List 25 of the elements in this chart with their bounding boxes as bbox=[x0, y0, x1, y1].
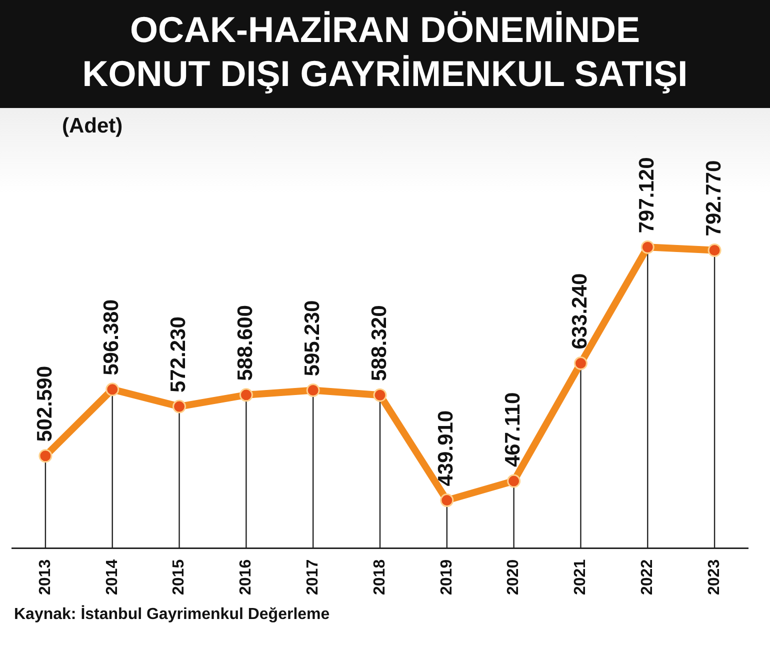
x-tick-label: 2016 bbox=[238, 559, 255, 595]
x-tick-label: 2013 bbox=[36, 559, 54, 595]
x-tick-label: 2014 bbox=[104, 559, 121, 595]
data-label: 572.230 bbox=[167, 316, 190, 393]
data-label: 797.120 bbox=[635, 157, 658, 234]
text: (Adet) bbox=[62, 114, 123, 138]
x-tick-label: 2023 bbox=[706, 559, 723, 595]
text: Kaynak: İstanbul Gayrimenkul Değerleme bbox=[13, 606, 331, 624]
x-tick-label: 2017 bbox=[304, 559, 322, 595]
x-tick-label: 2019 bbox=[438, 559, 456, 595]
data-label: 633.240 bbox=[568, 273, 592, 350]
data-label: 467.110 bbox=[502, 392, 525, 468]
data-label: 502.590 bbox=[33, 366, 56, 442]
data-label: 439.910 bbox=[434, 410, 458, 486]
x-tick-label: 2021 bbox=[572, 559, 590, 595]
chart-title: OCAK-HAZİRAN DÖNEMİNDE KONUT DIŞI GAYRİMENKUL SATIŞI bbox=[0, 0, 770, 108]
data-label: 588.600 bbox=[234, 305, 257, 381]
data-label: 792.770 bbox=[702, 160, 726, 236]
data-label: 596.380 bbox=[100, 299, 124, 376]
data-label: 588.320 bbox=[368, 305, 391, 382]
x-tick-label: 2018 bbox=[371, 559, 388, 595]
x-tick-label: 2020 bbox=[505, 559, 522, 595]
data-label: 595.230 bbox=[300, 300, 324, 376]
x-tick-label: 2015 bbox=[170, 559, 188, 595]
x-tick-label: 2022 bbox=[639, 559, 656, 595]
